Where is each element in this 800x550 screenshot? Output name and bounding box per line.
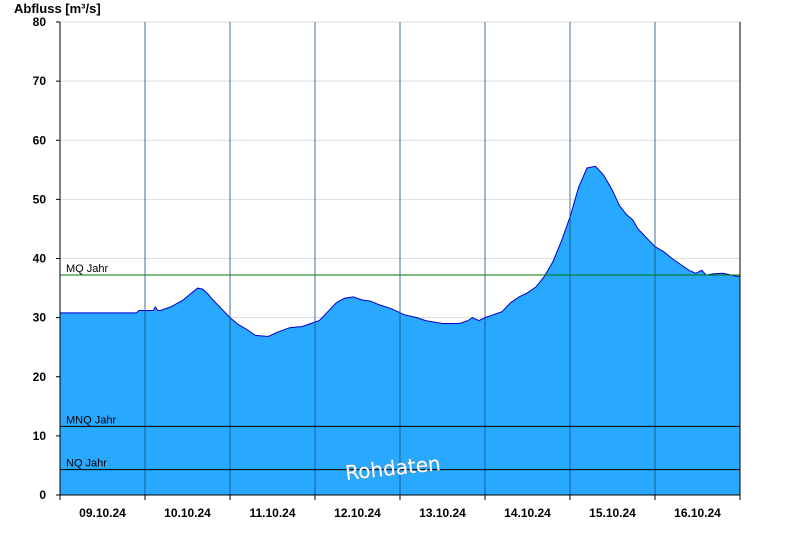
x-tick-label-2: 11.10.24 bbox=[249, 506, 295, 520]
y-tick-label-6: 60 bbox=[33, 133, 47, 147]
ref-label-2: NQ Jahr bbox=[66, 458, 107, 470]
y-tick-label-5: 50 bbox=[33, 192, 47, 206]
x-tick-labels: 09.10.24 10.10.24 11.10.24 12.10.24 13.10.24… bbox=[79, 506, 721, 520]
ref-label-1: MNQ Jahr bbox=[66, 414, 116, 426]
y-tick-label-4: 40 bbox=[33, 252, 47, 266]
discharge-line bbox=[60, 165, 740, 338]
x-tick-label-3: 12.10.24 bbox=[334, 506, 381, 520]
y-tick-label-2: 20 bbox=[33, 370, 47, 384]
y-tick-labels: 0 10 20 30 40 50 60 70 80 bbox=[33, 15, 60, 502]
x-tick-label-4: 13.10.24 bbox=[419, 506, 466, 520]
x-tick-label-1: 10.10.24 bbox=[164, 506, 211, 520]
reference-lines: MQ Jahr MNQ Jahr NQ Jahr bbox=[60, 263, 740, 471]
x-tick-label-6: 15.10.24 bbox=[589, 506, 636, 520]
y-tick-label-3: 30 bbox=[33, 311, 47, 325]
y-tick-label-7: 70 bbox=[33, 74, 47, 88]
y-tick-label-8: 80 bbox=[33, 15, 47, 29]
y-axis-label: Abfluss [m³/s] bbox=[14, 1, 101, 16]
ref-label-0: MQ Jahr bbox=[66, 263, 109, 275]
x-tick-label-7: 16.10.24 bbox=[674, 506, 721, 520]
y-tick-label-1: 10 bbox=[33, 429, 47, 443]
x-tick-label-0: 09.10.24 bbox=[79, 506, 126, 520]
day-divider-lines bbox=[59, 22, 741, 500]
y-tick-label-0: 0 bbox=[39, 488, 46, 502]
x-tick-label-5: 14.10.24 bbox=[504, 506, 551, 520]
